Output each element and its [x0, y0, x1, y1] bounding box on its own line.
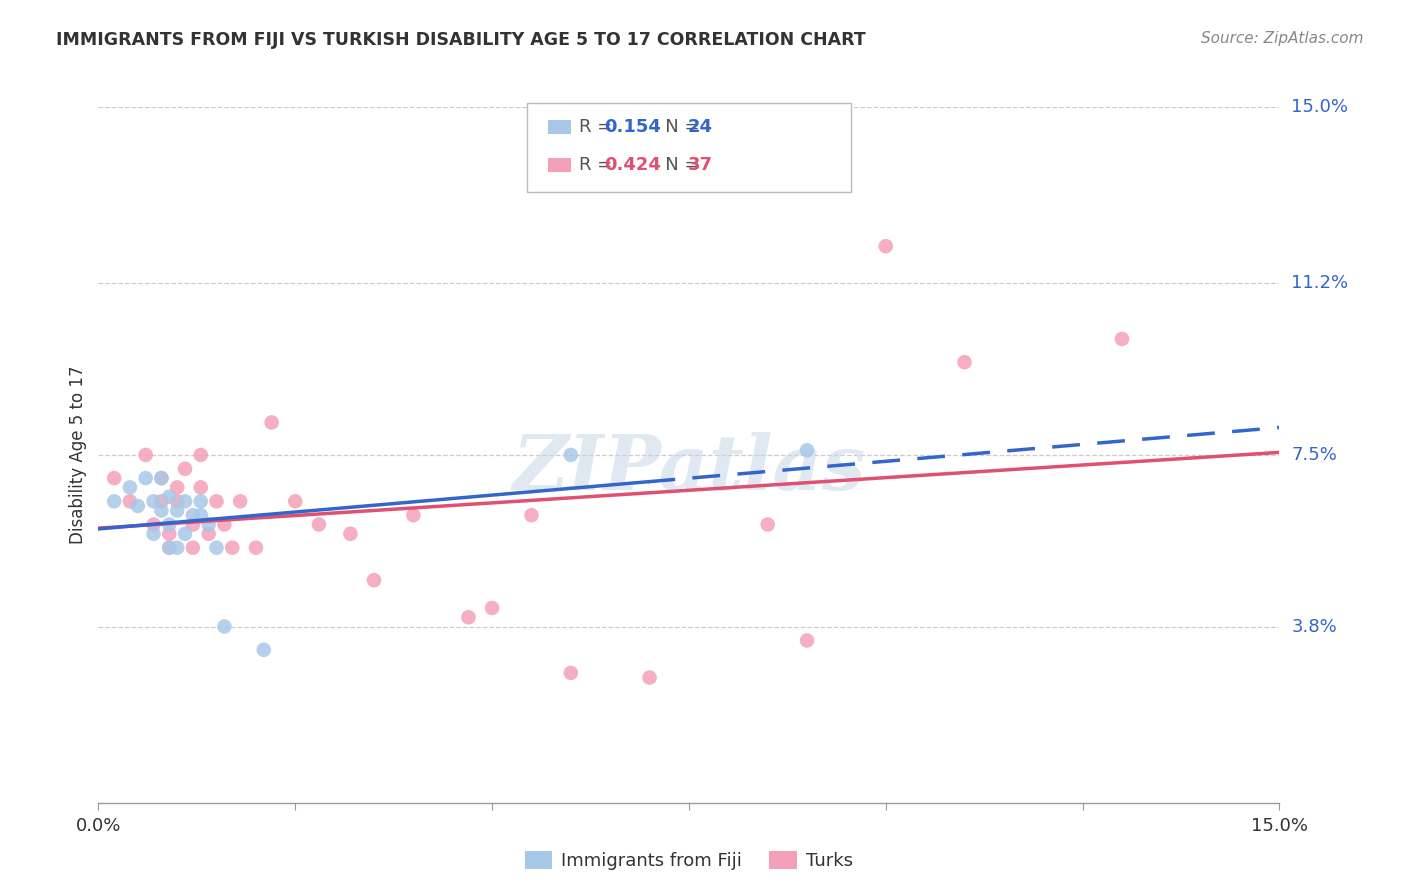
Point — [481, 601, 503, 615]
Point — [214, 517, 236, 532]
Point — [457, 610, 479, 624]
Text: 0.424: 0.424 — [605, 156, 661, 174]
Point — [284, 494, 307, 508]
Point — [1111, 332, 1133, 346]
Point — [150, 494, 173, 508]
Point — [402, 508, 425, 523]
Point — [214, 619, 236, 633]
Point — [157, 517, 180, 532]
Point — [229, 494, 252, 508]
Point — [205, 541, 228, 555]
Point — [363, 573, 385, 587]
Point — [190, 494, 212, 508]
Legend: Immigrants from Fiji, Turks: Immigrants from Fiji, Turks — [519, 844, 859, 877]
Text: IMMIGRANTS FROM FIJI VS TURKISH DISABILITY AGE 5 TO 17 CORRELATION CHART: IMMIGRANTS FROM FIJI VS TURKISH DISABILI… — [56, 31, 866, 49]
Text: 7.5%: 7.5% — [1291, 446, 1337, 464]
Point — [150, 503, 173, 517]
Point — [190, 480, 212, 494]
Point — [181, 517, 204, 532]
Text: 37: 37 — [688, 156, 713, 174]
Point — [118, 494, 141, 508]
Text: Source: ZipAtlas.com: Source: ZipAtlas.com — [1201, 31, 1364, 46]
Point — [190, 508, 212, 523]
Text: R =: R = — [579, 156, 619, 174]
Text: N =: N = — [648, 118, 706, 136]
Point — [157, 541, 180, 555]
Point — [756, 517, 779, 532]
Point — [953, 355, 976, 369]
Point — [181, 541, 204, 555]
Point — [150, 471, 173, 485]
Text: N =: N = — [648, 156, 706, 174]
Point — [157, 490, 180, 504]
Text: 3.8%: 3.8% — [1291, 617, 1337, 635]
Point — [166, 480, 188, 494]
Point — [875, 239, 897, 253]
Point — [205, 494, 228, 508]
Text: 24: 24 — [688, 118, 713, 136]
Point — [103, 494, 125, 508]
Text: 0.154: 0.154 — [605, 118, 661, 136]
Point — [197, 526, 219, 541]
Point — [127, 499, 149, 513]
Text: R =: R = — [579, 118, 619, 136]
Point — [103, 471, 125, 485]
Point — [135, 471, 157, 485]
Point — [157, 541, 180, 555]
Y-axis label: Disability Age 5 to 17: Disability Age 5 to 17 — [69, 366, 87, 544]
Point — [308, 517, 330, 532]
Text: ZIPatlas: ZIPatlas — [512, 432, 866, 506]
Point — [166, 494, 188, 508]
Point — [520, 508, 543, 523]
Point — [142, 494, 165, 508]
Point — [174, 526, 197, 541]
Point — [174, 462, 197, 476]
Point — [260, 416, 283, 430]
Text: 11.2%: 11.2% — [1291, 275, 1348, 293]
Point — [190, 448, 212, 462]
Point — [560, 448, 582, 462]
Point — [221, 541, 243, 555]
Point — [339, 526, 361, 541]
Point — [150, 471, 173, 485]
Point — [142, 517, 165, 532]
Point — [245, 541, 267, 555]
Point — [166, 503, 188, 517]
Point — [796, 633, 818, 648]
Point — [142, 526, 165, 541]
Point — [174, 494, 197, 508]
Point — [166, 541, 188, 555]
Point — [638, 671, 661, 685]
Point — [118, 480, 141, 494]
Point — [157, 526, 180, 541]
Point — [560, 665, 582, 680]
Point — [135, 448, 157, 462]
Text: 15.0%: 15.0% — [1291, 98, 1348, 116]
Point — [197, 517, 219, 532]
Point — [181, 508, 204, 523]
Point — [253, 642, 276, 657]
Point — [796, 443, 818, 458]
